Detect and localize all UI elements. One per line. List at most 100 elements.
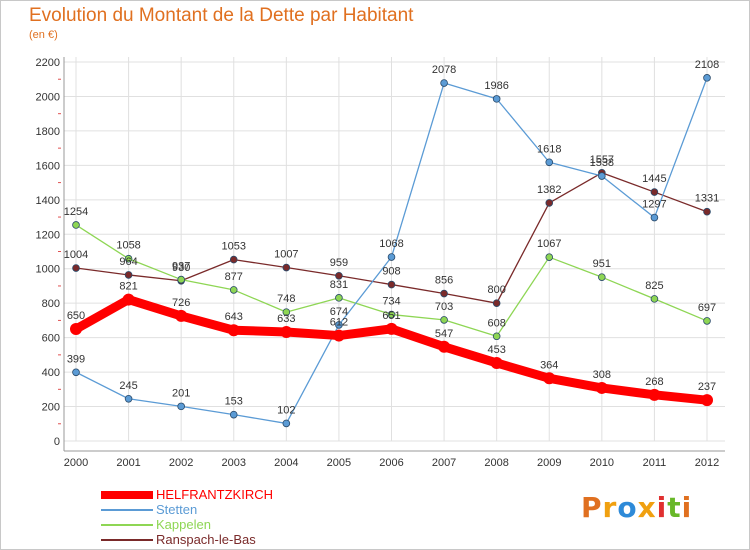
data-point: [72, 221, 80, 229]
data-label: 1068: [379, 238, 403, 250]
legend-swatch: [101, 539, 153, 541]
data-label: 800: [487, 284, 505, 296]
y-tick-label: 200: [42, 402, 60, 414]
legend-item-ranspach-le-bas[interactable]: Ranspach-le-Bas: [101, 532, 341, 547]
data-point: [595, 381, 608, 394]
data-label: 1297: [642, 199, 666, 211]
data-point: [227, 324, 240, 337]
data-point: [492, 299, 501, 307]
data-label: 308: [593, 369, 611, 381]
data-point: [703, 74, 711, 82]
data-point: [703, 317, 711, 325]
logo-letter: i: [681, 491, 693, 524]
data-point: [70, 323, 82, 336]
data-point: [124, 394, 133, 403]
x-tick-label: 2009: [537, 457, 561, 469]
data-point: [492, 95, 501, 103]
x-tick-label: 2002: [169, 457, 193, 469]
data-label: 703: [435, 301, 453, 313]
data-label: 650: [67, 310, 85, 322]
data-point: [177, 402, 185, 411]
data-label: 1538: [590, 157, 614, 169]
data-point: [648, 388, 661, 401]
legend-item-stetten[interactable]: Stetten: [101, 502, 341, 517]
data-labels: 650 821 726 643 633 612 651 547 453 364 308 268 237 3…: [64, 59, 719, 417]
y-tick-label: 0: [54, 436, 60, 448]
data-point: [122, 293, 135, 306]
y-tick-label: 600: [42, 333, 60, 345]
data-point: [332, 329, 345, 342]
data-point: [440, 79, 448, 87]
data-label: 364: [540, 359, 558, 371]
data-point: [229, 286, 238, 294]
axes: 0 200 400 600 800 1000 1200 1400 1600 1800 2000 220…: [36, 57, 725, 469]
data-label: 674: [330, 306, 348, 318]
data-point: [650, 295, 659, 303]
data-point: [229, 255, 238, 264]
y-tick-label: 800: [42, 298, 60, 310]
data-label: 102: [277, 404, 295, 416]
data-label: 608: [487, 317, 505, 329]
x-tick-label: 2004: [274, 457, 298, 469]
data-label: 831: [330, 279, 348, 291]
y-tick-label: 1000: [36, 264, 60, 276]
data-point: [280, 325, 293, 338]
series-group: [70, 74, 713, 428]
legend-label: HELFRANTZKIRCH: [156, 487, 274, 502]
y-tick-label: 2000: [36, 91, 60, 103]
x-tick-label: 2011: [643, 457, 667, 469]
data-label: 399: [67, 353, 85, 365]
legend-item-kappelen[interactable]: Kappelen: [101, 517, 341, 532]
data-point: [229, 410, 238, 419]
x-tick-label: 2008: [484, 457, 508, 469]
legend: HELFRANTZKIRCH Stetten Kappelen Ranspach…: [101, 487, 341, 547]
data-label: 1007: [274, 249, 298, 261]
data-point: [72, 368, 80, 377]
data-label: 908: [382, 266, 400, 278]
data-label: 245: [119, 380, 137, 392]
data-point: [335, 271, 343, 280]
logo-letter: x: [637, 491, 657, 524]
data-point: [335, 321, 343, 329]
data-label: 937: [172, 261, 190, 273]
x-tick-label: 2010: [590, 457, 614, 469]
data-label: 697: [698, 302, 716, 314]
x-tick-label: 2003: [222, 457, 246, 469]
chart-title: Evolution du Montant de la Dette par Hab…: [29, 5, 414, 26]
data-label: 651: [382, 310, 400, 322]
data-point: [385, 322, 398, 335]
data-label: 1331: [695, 193, 719, 205]
x-tick-label: 2005: [327, 457, 351, 469]
data-label: 877: [225, 271, 243, 283]
data-label: 1067: [537, 238, 561, 250]
data-point: [701, 394, 713, 407]
data-point: [703, 207, 711, 216]
legend-swatch: [101, 491, 153, 499]
data-label: 748: [277, 293, 295, 305]
legend-swatch: [101, 509, 153, 511]
data-label: 1445: [642, 173, 666, 185]
data-label: 1382: [537, 184, 561, 196]
logo-letter: i: [656, 491, 668, 524]
proxiti-logo: Proxiti: [581, 491, 692, 524]
data-label: 856: [435, 275, 453, 287]
data-label: 1254: [64, 206, 88, 218]
data-label: 643: [225, 311, 243, 323]
data-label: 453: [487, 344, 505, 356]
data-label: 951: [593, 258, 611, 270]
data-label: 821: [119, 281, 137, 293]
y-tick-label: 1600: [36, 160, 60, 172]
data-point: [545, 253, 554, 261]
logo-letter: r: [602, 491, 618, 524]
data-label: 153: [225, 396, 243, 408]
data-label: 237: [698, 381, 716, 393]
logo-letter: t: [667, 491, 682, 524]
x-tick-label: 2007: [432, 457, 456, 469]
data-point: [387, 280, 396, 289]
data-point: [438, 340, 451, 353]
logo-letter: o: [617, 491, 638, 524]
data-point: [72, 264, 80, 272]
data-point: [543, 372, 556, 385]
legend-item-helfrantzkirch[interactable]: HELFRANTZKIRCH: [101, 487, 341, 502]
